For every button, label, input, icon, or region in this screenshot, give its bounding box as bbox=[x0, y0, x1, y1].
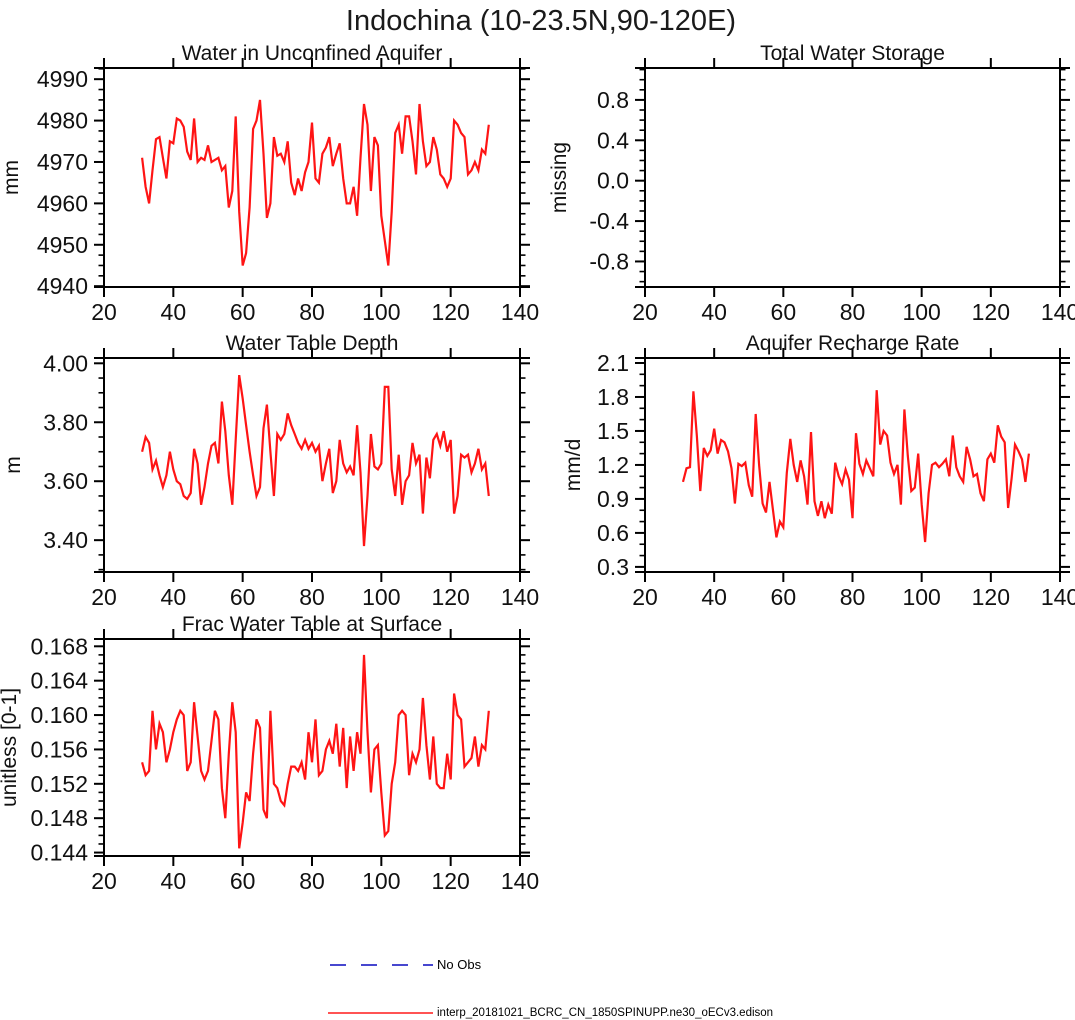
frac-water-table-at-surface-x-tick-label: 60 bbox=[230, 868, 256, 894]
subplot-frac-water-table-at-surface: 20 40 60 80 100 120 140 0.144 0.148 0.152 0.156 0.1… bbox=[0, 613, 539, 894]
water-in-unconfined-aquifer-title: Water in Unconfined Aquifer bbox=[182, 42, 443, 65]
frac-water-table-at-surface-y-tick-label: 0.168 bbox=[30, 633, 88, 659]
total-water-storage-x-tick-label: 80 bbox=[840, 299, 866, 325]
frac-water-table-at-surface-x-tick-label: 120 bbox=[431, 868, 469, 894]
aquifer-recharge-rate-y-tick-label: 1.2 bbox=[597, 452, 629, 478]
total-water-storage-y-tick-label: 0.4 bbox=[597, 127, 629, 153]
subplot-water-in-unconfined-aquifer: 20 40 60 80 100 120 140 4940 4950 4960 4970 4980 499… bbox=[0, 42, 539, 325]
aquifer-recharge-rate-x-tick-label: 60 bbox=[771, 584, 797, 610]
total-water-storage-ticks bbox=[635, 58, 1070, 297]
subplot-total-water-storage: 20 40 60 80 100 120 140 -0.8 -0.4 0.0 0.4 0.8 Total … bbox=[548, 42, 1075, 325]
run-line-sample bbox=[328, 1012, 433, 1014]
aquifer-recharge-rate-x-tick-label: 40 bbox=[701, 584, 727, 610]
water-in-unconfined-aquifer-y-tick-label: 4940 bbox=[37, 273, 88, 299]
frac-water-table-at-surface-x-tick-label: 140 bbox=[501, 868, 539, 894]
water-in-unconfined-aquifer-series-line bbox=[141, 99, 490, 266]
figure-title: Indochina (10-23.5N,90-120E) bbox=[345, 5, 737, 37]
water-in-unconfined-aquifer-x-tick-label: 20 bbox=[91, 299, 117, 325]
water-in-unconfined-aquifer-x-tick-label: 100 bbox=[362, 299, 400, 325]
frac-water-table-at-surface-y-tick-label: 0.156 bbox=[30, 736, 88, 762]
total-water-storage-y-tick-label: 0.0 bbox=[597, 168, 629, 194]
aquifer-recharge-rate-y-tick-label: 1.8 bbox=[597, 384, 629, 410]
water-in-unconfined-aquifer-x-tick-label: 120 bbox=[431, 299, 469, 325]
aquifer-recharge-rate-series-line bbox=[681, 390, 1030, 543]
frac-water-table-at-surface-title: Frac Water Table at Surface bbox=[182, 613, 442, 636]
aquifer-recharge-rate-x-tick-label: 80 bbox=[840, 584, 866, 610]
total-water-storage-y-tick-label: 0.8 bbox=[597, 87, 629, 113]
aquifer-recharge-rate-y-tick-label: 1.5 bbox=[597, 418, 629, 444]
aquifer-recharge-rate-x-tick-label: 120 bbox=[972, 584, 1010, 610]
frac-water-table-at-surface-y-tick-label: 0.164 bbox=[30, 668, 88, 694]
legend-label-run: interp_20181021_BCRC_CN_1850SPINUPP.ne30… bbox=[437, 1007, 774, 1019]
frac-water-table-at-surface-ticks bbox=[94, 629, 530, 866]
aquifer-recharge-rate-title: Aquifer Recharge Rate bbox=[746, 332, 960, 355]
total-water-storage-x-tick-label: 60 bbox=[771, 299, 797, 325]
water-table-depth-x-tick-label: 60 bbox=[230, 584, 256, 610]
aquifer-recharge-rate-frame bbox=[644, 357, 1061, 573]
water-table-depth-x-tick-label: 140 bbox=[501, 584, 539, 610]
water-in-unconfined-aquifer-x-tick-label: 60 bbox=[230, 299, 256, 325]
subplot-water-table-depth: 20 40 60 80 100 120 140 3.40 3.60 3.80 4.00 Water T… bbox=[2, 332, 539, 610]
water-in-unconfined-aquifer-y-tick-label: 4970 bbox=[37, 149, 88, 175]
frac-water-table-at-surface-y-tick-label: 0.152 bbox=[30, 771, 88, 797]
frac-water-table-at-surface-x-tick-label: 100 bbox=[362, 868, 400, 894]
total-water-storage-title: Total Water Storage bbox=[760, 42, 945, 65]
total-water-storage-frame bbox=[644, 67, 1061, 288]
aquifer-recharge-rate-y-tick-label: 0.6 bbox=[597, 520, 629, 546]
aquifer-recharge-rate-y-tick-label: 0.3 bbox=[597, 554, 629, 580]
water-in-unconfined-aquifer-y-tick-label: 4990 bbox=[37, 66, 88, 92]
total-water-storage-y-tick-label: -0.4 bbox=[589, 208, 629, 234]
water-in-unconfined-aquifer-y-tick-label: 4950 bbox=[37, 232, 88, 258]
frac-water-table-at-surface-y-tick-label: 0.144 bbox=[30, 840, 88, 866]
water-table-depth-ticks bbox=[94, 348, 530, 582]
water-in-unconfined-aquifer-y-tick-label: 4980 bbox=[37, 108, 88, 134]
water-in-unconfined-aquifer-x-tick-label: 80 bbox=[299, 299, 325, 325]
water-table-depth-x-tick-label: 100 bbox=[362, 584, 400, 610]
frac-water-table-at-surface-x-tick-label: 80 bbox=[299, 868, 325, 894]
frac-water-table-at-surface-frame bbox=[103, 638, 521, 857]
frac-water-table-at-surface-y-tick-label: 0.148 bbox=[30, 805, 88, 831]
water-table-depth-x-tick-label: 20 bbox=[91, 584, 117, 610]
aquifer-recharge-rate-ticks bbox=[635, 348, 1070, 582]
total-water-storage-ylabel: missing bbox=[548, 142, 571, 213]
total-water-storage-x-tick-label: 140 bbox=[1041, 299, 1075, 325]
total-water-storage-x-tick-label: 120 bbox=[972, 299, 1010, 325]
aquifer-recharge-rate-y-tick-label: 2.1 bbox=[597, 350, 629, 376]
frac-water-table-at-surface-ylabel: unitless [0-1] bbox=[0, 688, 21, 807]
water-in-unconfined-aquifer-x-tick-label: 140 bbox=[501, 299, 539, 325]
no-obs-line-sample bbox=[330, 964, 433, 966]
water-in-unconfined-aquifer-ticks bbox=[94, 58, 530, 297]
legend-label-no-obs: No Obs bbox=[437, 957, 482, 972]
water-table-depth-x-tick-label: 120 bbox=[431, 584, 469, 610]
frac-water-table-at-surface-series-line bbox=[141, 654, 490, 849]
water-table-depth-title: Water Table Depth bbox=[226, 332, 399, 355]
aquifer-recharge-rate-x-tick-label: 20 bbox=[632, 584, 658, 610]
water-table-depth-x-tick-label: 80 bbox=[299, 584, 325, 610]
subplot-aquifer-recharge-rate: 20 40 60 80 100 120 140 0.3 0.6 0.9 1.2 1.5 1.8 2.1 Aq… bbox=[562, 332, 1075, 610]
frac-water-table-at-surface-x-tick-label: 40 bbox=[161, 868, 187, 894]
water-table-depth-ylabel: m bbox=[2, 456, 25, 474]
water-in-unconfined-aquifer-y-tick-label: 4960 bbox=[37, 190, 88, 216]
frac-water-table-at-surface-y-tick-label: 0.160 bbox=[30, 702, 88, 728]
total-water-storage-x-tick-label: 40 bbox=[701, 299, 727, 325]
water-table-depth-y-tick-label: 3.60 bbox=[43, 468, 88, 494]
water-table-depth-y-tick-label: 3.80 bbox=[43, 409, 88, 435]
aquifer-recharge-rate-x-tick-label: 100 bbox=[902, 584, 940, 610]
water-in-unconfined-aquifer-ylabel: mm bbox=[0, 160, 23, 195]
frac-water-table-at-surface-x-tick-label: 20 bbox=[91, 868, 117, 894]
total-water-storage-x-tick-label: 20 bbox=[632, 299, 658, 325]
water-table-depth-y-tick-label: 4.00 bbox=[43, 350, 88, 376]
total-water-storage-y-tick-label: -0.8 bbox=[589, 248, 629, 274]
aquifer-recharge-rate-ylabel: mm/d bbox=[562, 439, 585, 492]
aquifer-recharge-rate-y-tick-label: 0.9 bbox=[597, 486, 629, 512]
water-table-depth-frame bbox=[103, 357, 521, 573]
aquifer-recharge-rate-x-tick-label: 140 bbox=[1041, 584, 1075, 610]
water-table-depth-y-tick-label: 3.40 bbox=[43, 527, 88, 553]
total-water-storage-x-tick-label: 100 bbox=[902, 299, 940, 325]
water-table-depth-x-tick-label: 40 bbox=[161, 584, 187, 610]
water-in-unconfined-aquifer-x-tick-label: 40 bbox=[161, 299, 187, 325]
water-table-depth-series-line bbox=[141, 374, 490, 547]
